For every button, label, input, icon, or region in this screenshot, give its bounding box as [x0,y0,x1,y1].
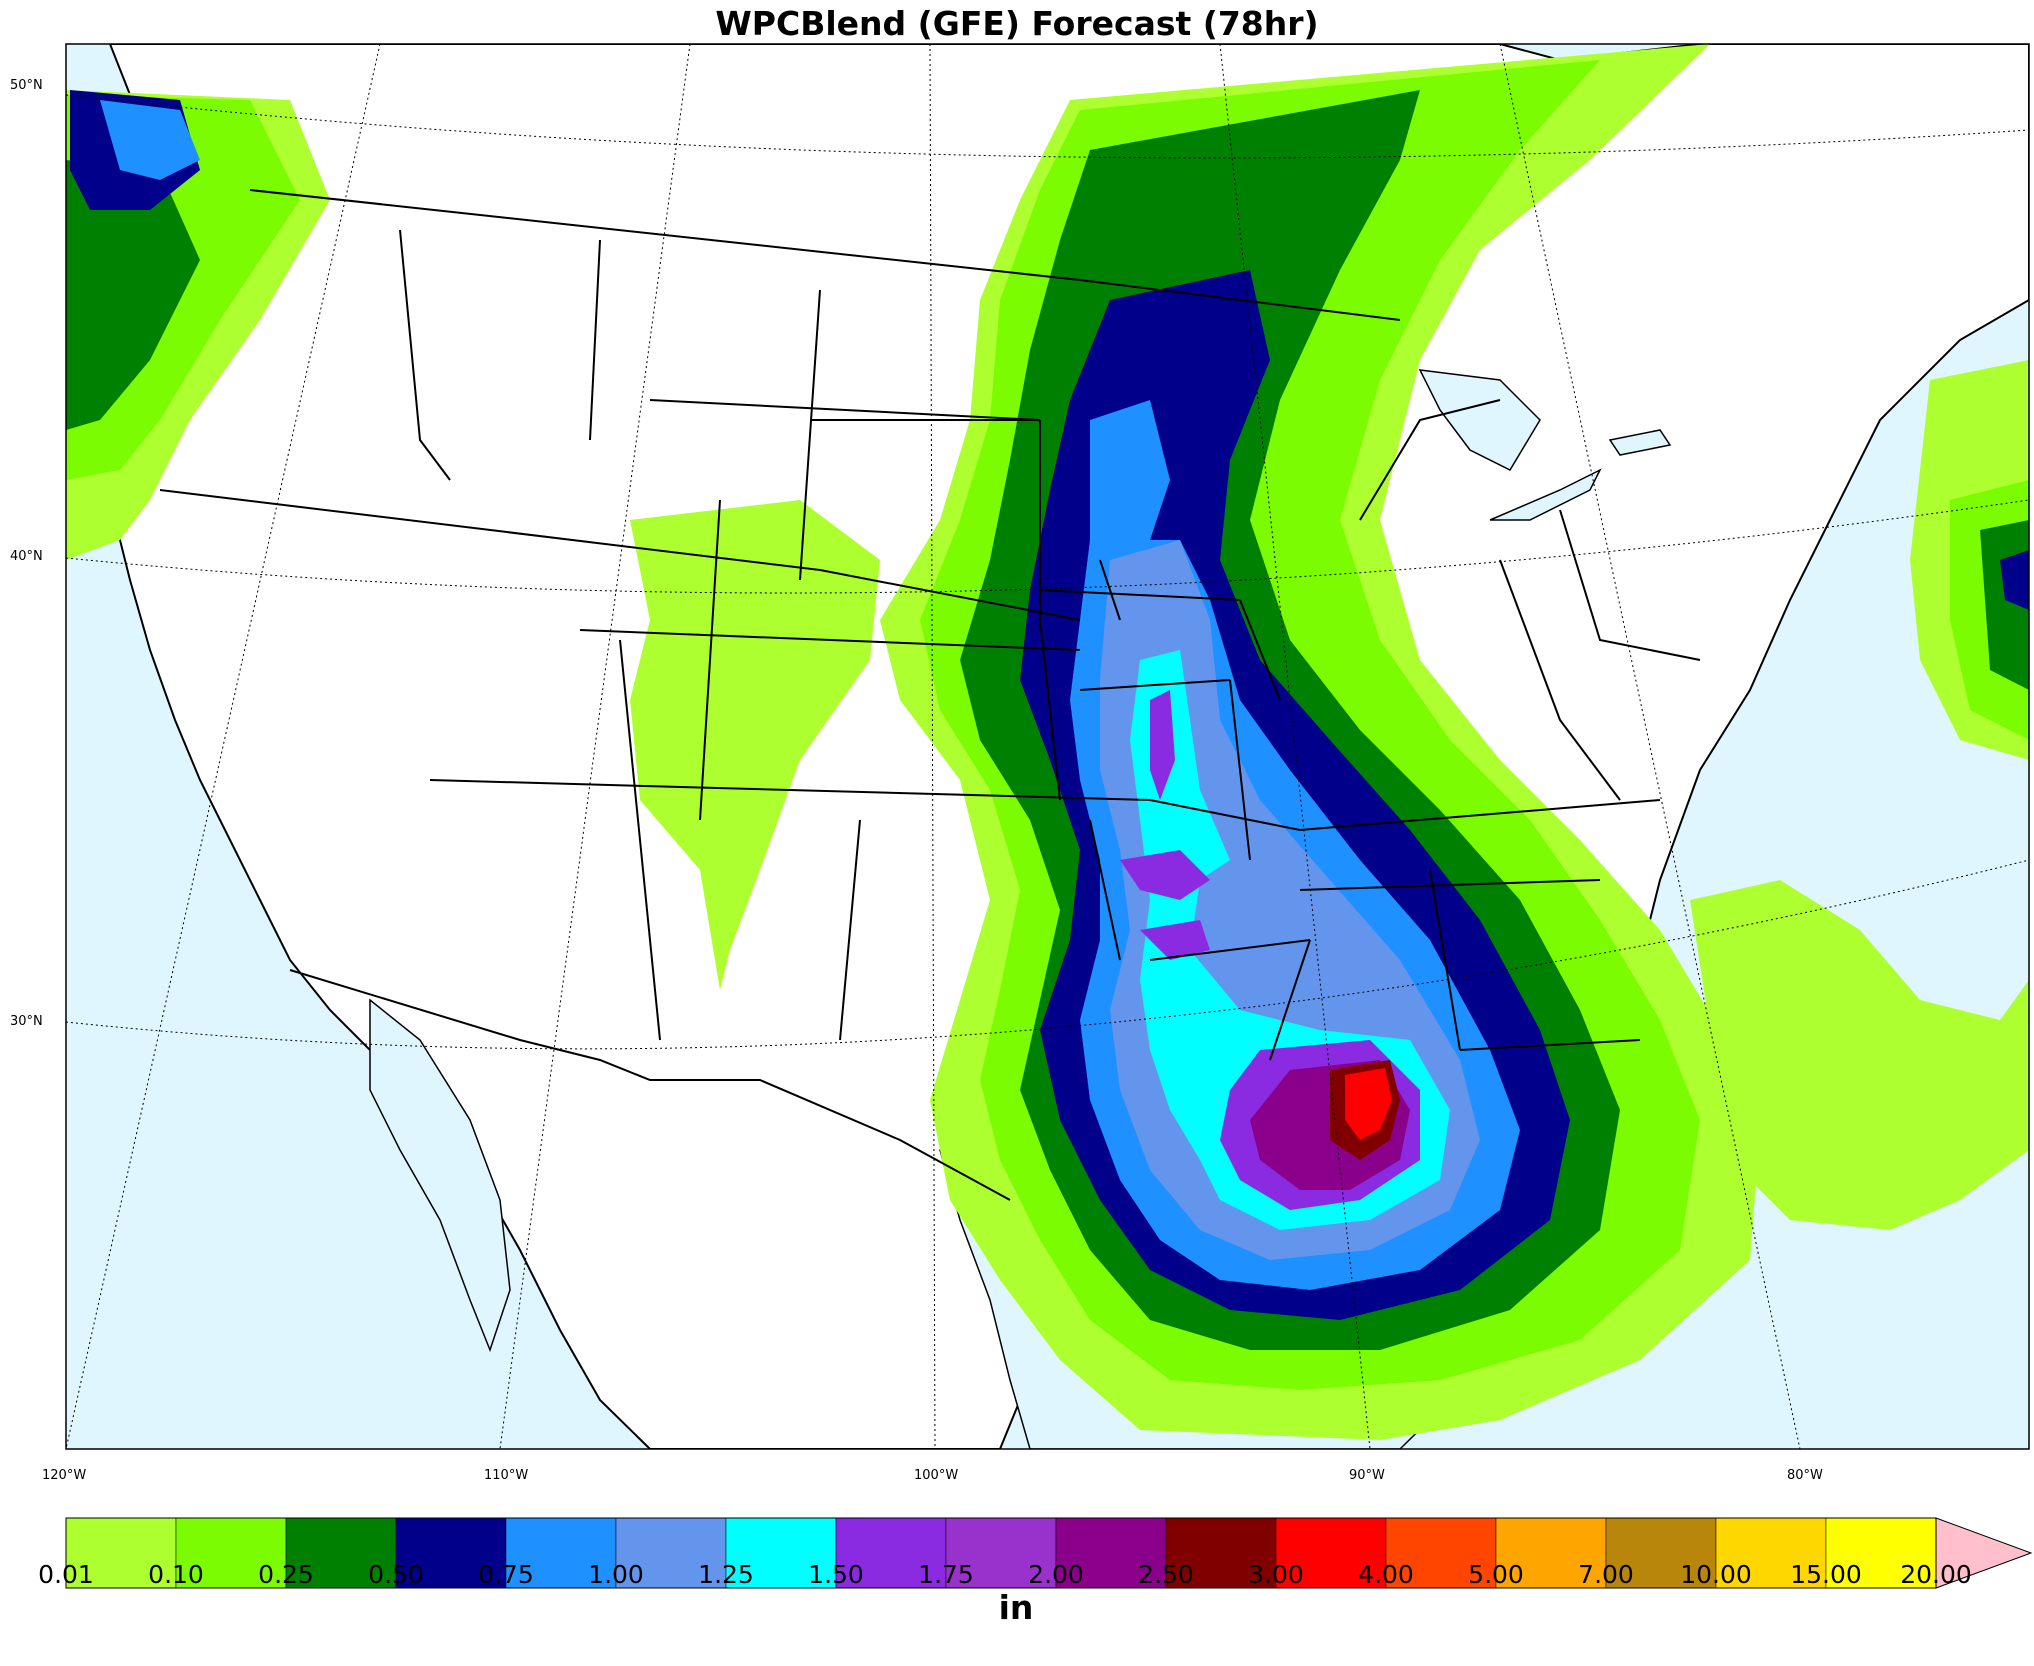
precip-shading [66,44,2029,1440]
band-east-core [2000,550,2029,610]
lat-label-40: 40°N [10,549,43,564]
colorbar-swatch [285,1517,397,1589]
colorbar-tick-label: 4.00 [1358,1560,1414,1589]
colorbar-tick-label: 20.00 [1900,1560,1972,1589]
lake-erie [1489,468,1602,521]
band-0-75-west [100,100,200,180]
colorbar-tick-label: 15.00 [1790,1560,1862,1589]
lake-huron [1418,369,1541,471]
band-0-01-sw [630,500,880,990]
lake-ontario [1608,429,1672,456]
colorbar-swatch [945,1517,1057,1589]
colorbar-swatch [1715,1517,1827,1589]
graticule [66,44,2029,1449]
lon-label-80: 80°W [1787,1468,1823,1483]
colorbar-tick-label: 2.00 [1028,1560,1084,1589]
colorbar-tick-label: 0.50 [368,1560,424,1589]
borders [159,189,1701,1201]
colorbar-tick-label: 1.00 [588,1560,644,1589]
lon-label-120: 120°W [42,1468,87,1483]
colorbar-tick-label: 1.75 [918,1560,974,1589]
colorbar-tick-label: 3.00 [1248,1560,1304,1589]
colorbar-tick-label: 5.00 [1468,1560,1524,1589]
lon-label-90: 90°W [1349,1468,1385,1483]
colorbar-tick-label: 0.25 [258,1560,314,1589]
map-frame [65,43,2030,1450]
colorbar-tick-label: 0.01 [38,1560,94,1589]
colorbar-tick-label: 2.50 [1138,1560,1194,1589]
band-0-25-west [66,160,200,430]
lon-label-100: 100°W [914,1468,959,1483]
colorbar-tick-label: 0.10 [148,1560,204,1589]
map-title: WPCBlend (GFE) Forecast (78hr) [715,4,1319,43]
colorbar [65,1517,2033,1589]
colorbar-tick-label: 0.75 [478,1560,534,1589]
colorbar-swatch [175,1517,287,1589]
colorbar-tick-label: 1.50 [808,1560,864,1589]
lat-label-30: 30°N [10,1014,43,1029]
colorbar-swatch [725,1517,837,1589]
colorbar-swatch [615,1517,727,1589]
colorbar-frame [65,1517,1937,1589]
band-3-00 [1345,1068,1392,1140]
band-0-01-se [1690,880,2029,1230]
colorbar-tick-label: 7.00 [1578,1560,1634,1589]
colorbar-swatch [65,1517,177,1589]
colorbar-swatch [1165,1517,1277,1589]
colorbar-swatch [1275,1517,1387,1589]
colorbar-swatch [1605,1517,1717,1589]
colorbar-swatch [395,1517,507,1589]
lat-label-50: 50°N [10,78,43,93]
colorbar-swatch [1055,1517,1167,1589]
colorbar-unit: in [998,1588,1034,1627]
colorbar-tick-label: 1.25 [698,1560,754,1589]
colorbar-swatch [1385,1517,1497,1589]
gulf-of-california [369,998,511,1353]
colorbar-tick-label: 10.00 [1680,1560,1752,1589]
colorbar-swatch [505,1517,617,1589]
lon-label-110: 110°W [484,1468,529,1483]
